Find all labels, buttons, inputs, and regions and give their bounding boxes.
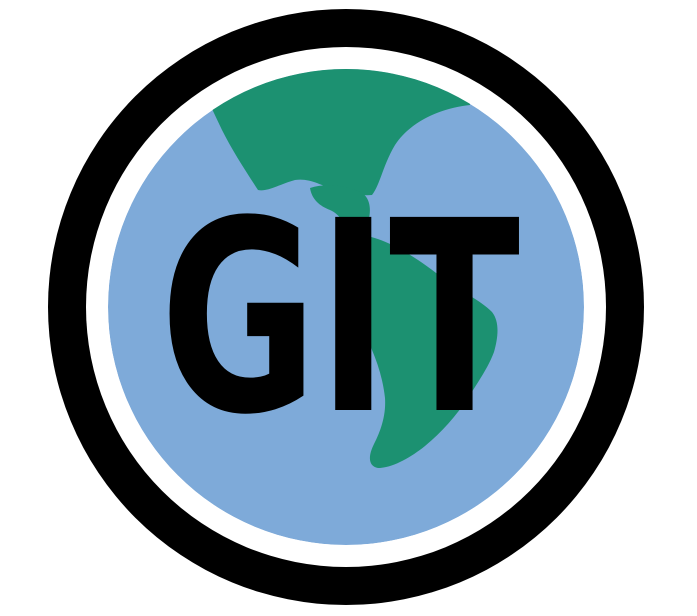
continent-south-america (345, 234, 498, 468)
continent-north-america (200, 69, 470, 196)
continent-central-america (310, 185, 370, 237)
ocean (108, 69, 584, 545)
globe-icon (108, 69, 584, 545)
wordmark-git: GIT (160, 165, 521, 473)
